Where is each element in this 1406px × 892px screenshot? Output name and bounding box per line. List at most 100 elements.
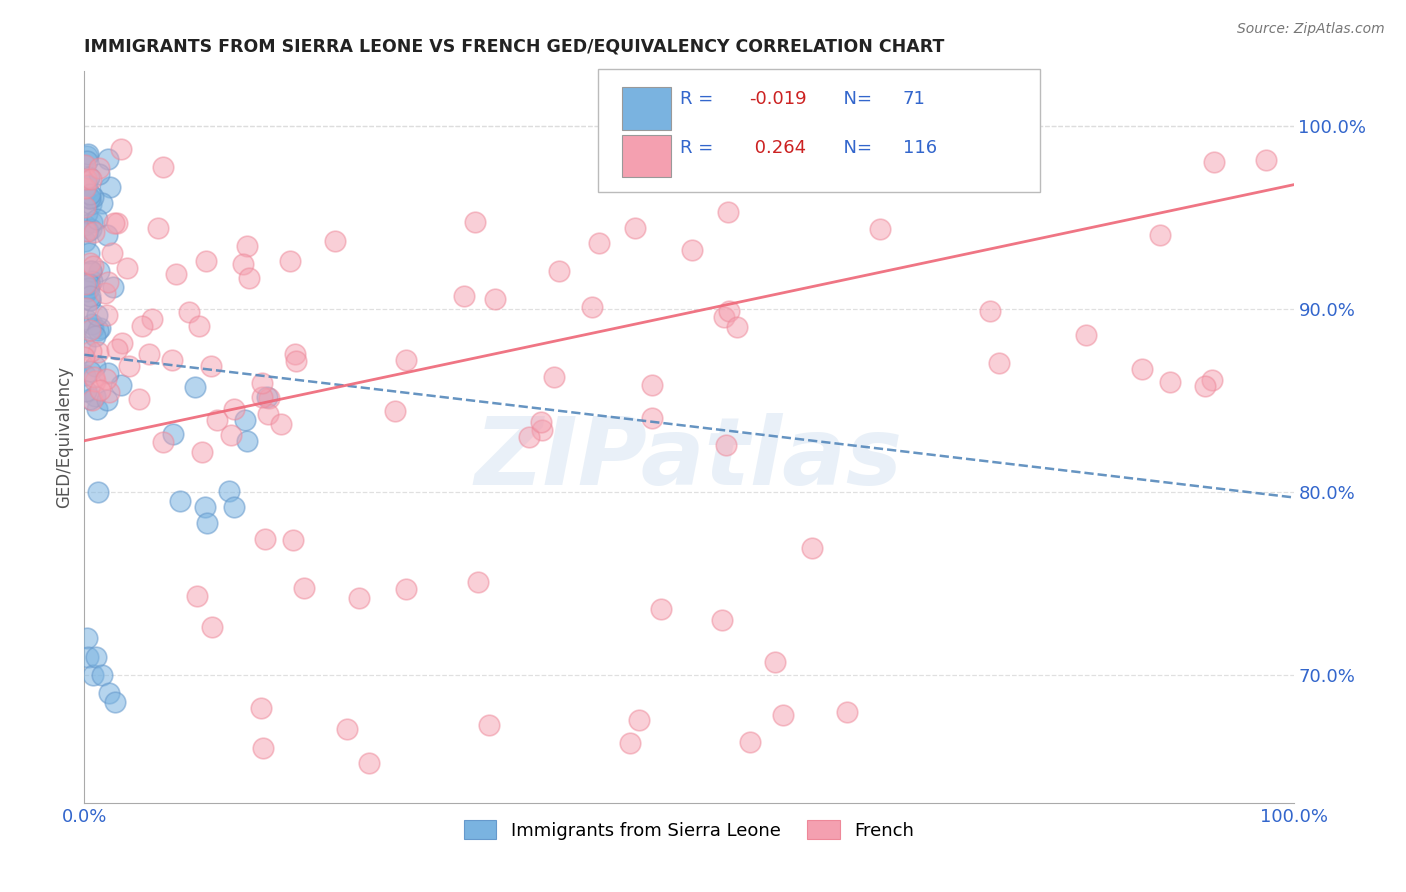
Point bbox=[484, 292, 506, 306]
Point bbox=[1149, 228, 1171, 243]
Point bbox=[94, 372, 117, 386]
Point bbox=[97, 275, 120, 289]
Point bbox=[73, 277, 96, 292]
Point bbox=[478, 717, 501, 731]
Point bbox=[118, 359, 141, 374]
Point bbox=[717, 304, 740, 318]
Point bbox=[76, 631, 98, 645]
Point bbox=[395, 582, 418, 596]
Point bbox=[713, 310, 735, 324]
Point bbox=[79, 289, 101, 303]
Point bbox=[97, 686, 120, 700]
Point bbox=[138, 346, 160, 360]
Point bbox=[835, 706, 858, 720]
Point bbox=[357, 756, 380, 771]
Point bbox=[115, 261, 138, 276]
Text: Source: ZipAtlas.com: Source: ZipAtlas.com bbox=[1237, 22, 1385, 37]
Point bbox=[105, 216, 128, 230]
Point bbox=[83, 370, 105, 384]
Point bbox=[187, 318, 209, 333]
Point bbox=[77, 170, 100, 185]
Point bbox=[190, 445, 212, 459]
Point bbox=[250, 390, 273, 404]
Point bbox=[763, 655, 786, 669]
Point bbox=[725, 320, 748, 334]
Point bbox=[79, 293, 101, 307]
Point bbox=[235, 413, 257, 427]
FancyBboxPatch shape bbox=[599, 70, 1039, 192]
Point bbox=[84, 388, 107, 402]
Point bbox=[76, 149, 98, 163]
Point bbox=[186, 589, 208, 603]
Text: R =: R = bbox=[681, 90, 720, 108]
Point bbox=[80, 274, 103, 288]
Text: ZIPatlas: ZIPatlas bbox=[475, 413, 903, 505]
Point bbox=[80, 317, 103, 331]
Point bbox=[87, 161, 110, 176]
Point bbox=[349, 591, 371, 605]
Point bbox=[77, 280, 100, 294]
Point bbox=[323, 234, 346, 248]
Point bbox=[235, 434, 257, 448]
Point bbox=[80, 263, 103, 277]
Point bbox=[75, 200, 97, 214]
Point bbox=[183, 380, 205, 394]
Point bbox=[232, 257, 254, 271]
Point bbox=[89, 383, 111, 397]
Point bbox=[97, 367, 120, 381]
Point bbox=[219, 428, 242, 442]
Point bbox=[640, 411, 662, 425]
Point bbox=[987, 356, 1010, 370]
Point bbox=[224, 500, 246, 514]
Point bbox=[86, 649, 108, 664]
Point bbox=[110, 142, 132, 156]
Point bbox=[79, 364, 101, 378]
Point bbox=[77, 245, 100, 260]
Point bbox=[394, 352, 416, 367]
Point bbox=[87, 484, 110, 499]
Point bbox=[73, 368, 96, 382]
Point bbox=[86, 344, 108, 359]
Point bbox=[256, 407, 278, 421]
Point bbox=[292, 581, 315, 595]
Point bbox=[110, 378, 132, 392]
Point bbox=[96, 308, 118, 322]
Point bbox=[75, 224, 97, 238]
Point bbox=[336, 723, 359, 737]
Point bbox=[628, 713, 651, 727]
Point bbox=[86, 212, 108, 227]
Point bbox=[160, 353, 183, 368]
Point bbox=[79, 191, 101, 205]
Point bbox=[98, 384, 121, 399]
Point bbox=[75, 172, 97, 186]
Point bbox=[83, 329, 105, 343]
Point bbox=[250, 376, 273, 391]
Point bbox=[641, 377, 664, 392]
Point bbox=[79, 172, 101, 186]
Point bbox=[530, 423, 553, 437]
Point bbox=[79, 264, 101, 278]
Point bbox=[283, 533, 305, 547]
Point bbox=[1194, 379, 1216, 393]
Point bbox=[218, 483, 240, 498]
Point bbox=[75, 181, 97, 195]
Point bbox=[96, 392, 118, 407]
Point bbox=[82, 259, 104, 273]
Point bbox=[1254, 153, 1277, 167]
Y-axis label: GED/Equivalency: GED/Equivalency bbox=[55, 366, 73, 508]
Point bbox=[800, 541, 823, 555]
Point bbox=[82, 320, 104, 334]
Point bbox=[623, 221, 645, 235]
Point bbox=[82, 667, 104, 681]
Point bbox=[76, 178, 98, 192]
Point bbox=[96, 227, 118, 242]
Point bbox=[384, 404, 406, 418]
Point bbox=[194, 500, 217, 515]
Bar bbox=[623, 135, 671, 178]
Point bbox=[200, 359, 222, 373]
Point bbox=[1202, 155, 1225, 169]
Point bbox=[76, 206, 98, 220]
Point bbox=[91, 667, 114, 681]
Point bbox=[97, 152, 120, 166]
Point bbox=[76, 146, 98, 161]
